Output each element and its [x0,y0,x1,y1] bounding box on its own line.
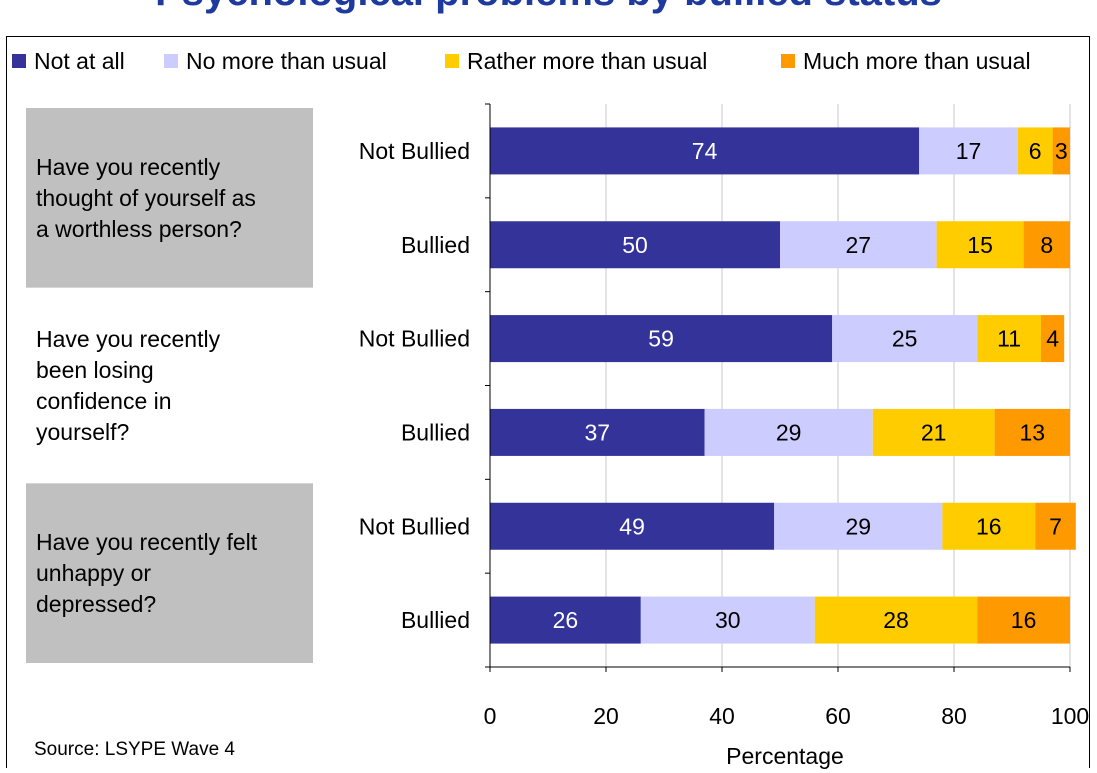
data-label: 25 [892,326,918,352]
x-tick-label: 40 [709,703,735,729]
bar-segment [1017,127,1053,175]
legend-label: No more than usual [186,48,387,74]
question-panel [26,108,313,288]
question-panel [26,483,313,663]
axes: 0 20 40 60 80 100 Percentage [484,103,1089,769]
question-line: a worthless person? [36,216,242,242]
category-label: Bullied [401,232,470,258]
legend-swatch [781,54,795,68]
data-label: 13 [1020,419,1046,445]
data-label: 37 [585,419,611,445]
data-label: 26 [553,607,579,633]
bar-segment [704,408,873,456]
bar-segment [780,221,937,269]
data-label: 50 [622,232,648,258]
bar-segment [640,596,815,644]
x-tick-label: 60 [825,703,851,729]
bar-segment [490,221,780,269]
bar-segment [936,221,1024,269]
x-tick-label: 20 [593,703,619,729]
question-panels: Have you recently thought of yourself as a… [26,108,313,663]
data-label: 16 [976,513,1002,539]
category-label: Bullied [401,607,470,633]
x-tick-label: 80 [941,703,967,729]
question-line: confidence in [36,388,172,414]
x-tick-label: 0 [484,703,497,729]
data-label: 16 [1011,607,1037,633]
legend-swatch [445,54,459,68]
data-label: 21 [921,419,947,445]
data-label: 15 [967,232,993,258]
legend-swatch [12,54,26,68]
data-label: 8 [1040,232,1053,258]
category-label: Not Bullied [359,138,470,164]
bar-segment [1041,315,1065,363]
data-label: 30 [715,607,741,633]
data-label: 6 [1029,138,1042,164]
data-label: 28 [883,607,909,633]
bar-segment [832,315,978,363]
gridlines [605,104,1071,667]
bar-segment [814,596,978,644]
chart-title: Psychological problems by bullied status [0,0,1097,15]
bar-segment [942,502,1036,550]
question-line: Have you recently felt [36,529,258,555]
bar-segment [977,315,1041,363]
data-label: 17 [956,138,982,164]
bar-segment [977,596,1070,644]
data-label: 3 [1055,138,1068,164]
question-line: unhappy or [36,560,151,586]
bar-segment [490,127,920,175]
question-line: yourself? [36,419,129,445]
data-label: 29 [846,513,872,539]
bar-segment [872,408,995,456]
title-strip: Psychological problems by bullied status [0,0,1097,36]
bar-segment [994,408,1070,456]
category-label: Not Bullied [359,513,470,539]
legend-label: Not at all [34,48,125,74]
category-label: Bullied [401,419,470,445]
x-axis-title: Percentage [726,743,844,769]
data-label: 49 [619,513,645,539]
legend: Not at all No more than usual Rather more … [12,48,1031,74]
bars: 74 17 6 3 Not Bullied 50 27 15 8 Bullied 59 25 11 4 No… [359,127,1076,644]
category-label: Not Bullied [359,326,470,352]
question-line: Have you recently [36,326,221,352]
bar-segment [490,315,833,363]
data-label: 7 [1049,513,1062,539]
bar-segment [919,127,1018,175]
source-note: Source: LSYPE Wave 4 [34,739,236,760]
bar-segment [490,408,705,456]
data-label: 29 [776,419,802,445]
question-line: been losing [36,357,154,383]
data-label: 74 [692,138,718,164]
legend-label: Much more than usual [803,48,1031,74]
legend-label: Rather more than usual [467,48,707,74]
question-line: Have you recently [36,154,221,180]
legend-swatch [164,54,178,68]
question-line: depressed? [36,591,156,617]
data-label: 4 [1046,326,1059,352]
data-label: 11 [997,326,1021,352]
bar-segment [490,596,641,644]
bar-segment [1052,127,1070,175]
data-label: 59 [648,326,674,352]
x-tick-label: 100 [1051,703,1089,729]
question-line: thought of yourself as [36,185,256,211]
bar-segment [1023,221,1070,269]
bar-segment [774,502,943,550]
bar-segment [1035,502,1076,550]
bar-segment [490,502,775,550]
data-label: 27 [846,232,872,258]
